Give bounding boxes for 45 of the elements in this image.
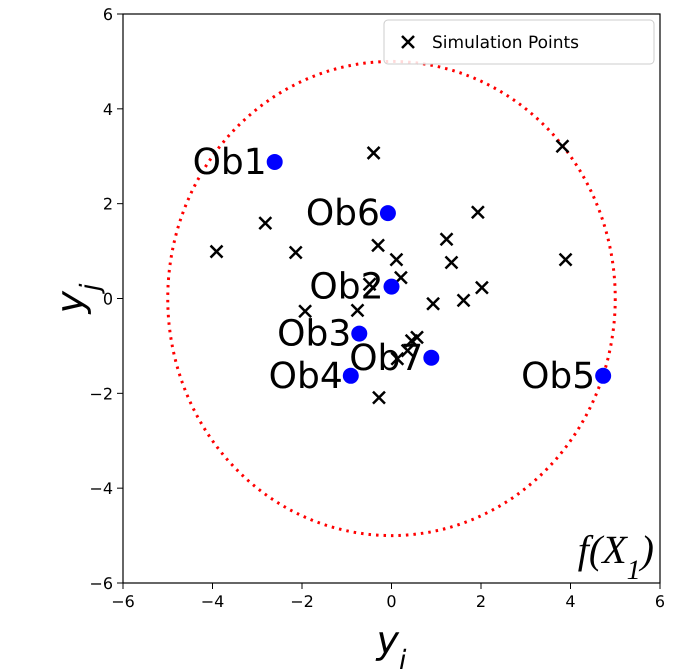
annotation: f(X$_{1}$) [578, 527, 654, 586]
x-tick-label: 2 [476, 592, 486, 611]
annotation: Ob5 [521, 356, 596, 397]
point [474, 280, 490, 295]
point [350, 303, 365, 318]
point [426, 296, 440, 311]
point [595, 368, 612, 384]
point [444, 255, 459, 270]
point [384, 278, 400, 295]
x-tick-label: 4 [565, 592, 576, 611]
point [470, 204, 486, 220]
y-tick-label: −6 [89, 574, 113, 593]
x-tick-label: −4 [200, 592, 224, 611]
point [389, 252, 404, 267]
point [298, 304, 312, 319]
point [555, 139, 570, 154]
legend-label: Simulation Points [432, 33, 580, 53]
point [439, 232, 454, 246]
annotation: Ob2 [309, 266, 384, 308]
y-tick-label: −4 [89, 479, 113, 498]
point [558, 252, 573, 267]
y-tick-label: 6 [102, 5, 113, 24]
point [366, 146, 381, 160]
point [380, 205, 396, 222]
point [209, 244, 224, 259]
y-tick-label: 2 [102, 194, 113, 214]
point [394, 270, 408, 285]
y-tick-label: −2 [89, 384, 113, 404]
annotation: Ob1 [192, 142, 267, 183]
annotation: Ob4 [268, 356, 343, 397]
point [456, 293, 471, 308]
point [266, 154, 283, 170]
point [372, 390, 386, 405]
x-tick-label: 0 [386, 592, 397, 611]
y-tick-label: 4 [102, 100, 113, 119]
annotation: Ob6 [306, 193, 380, 234]
annotation: Ob3 [277, 314, 352, 355]
x-tick-label: −2 [290, 592, 314, 611]
point [423, 350, 440, 366]
x-axis-title: y$_{i}$ [376, 618, 408, 670]
point [351, 326, 368, 342]
point [288, 245, 303, 260]
x-tick-label: 6 [654, 592, 666, 611]
point [258, 216, 273, 230]
point [370, 238, 386, 253]
